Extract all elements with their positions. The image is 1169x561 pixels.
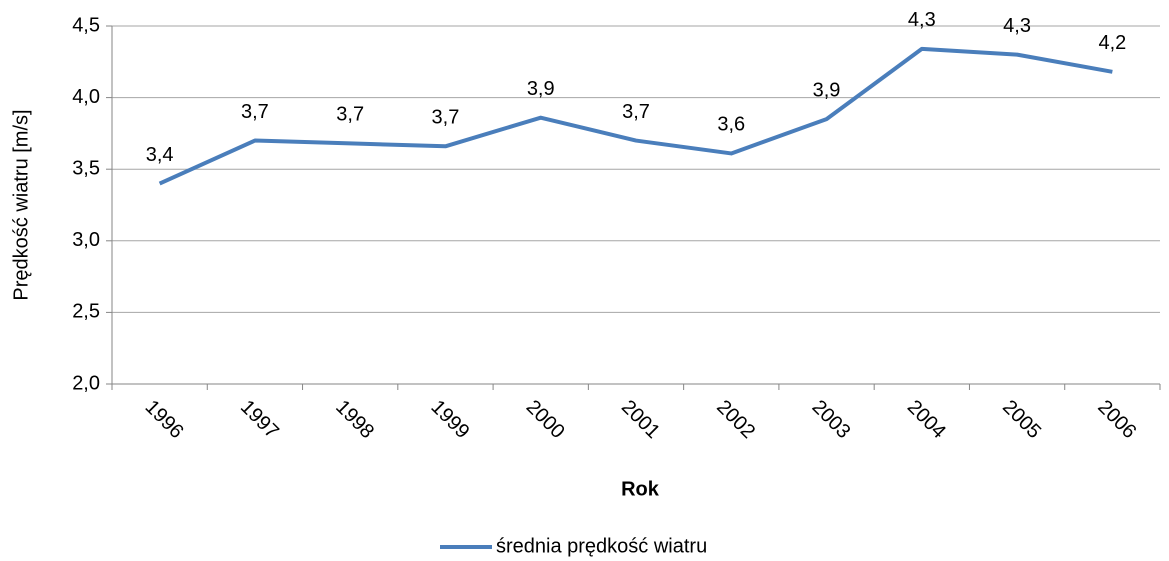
x-tick-label: 1998	[331, 396, 378, 443]
data-label: 3,9	[813, 79, 841, 101]
y-tick-label: 2,5	[72, 301, 100, 323]
y-tick-label: 3,5	[72, 157, 100, 179]
x-tick-label: 2006	[1093, 396, 1140, 443]
y-tick-label: 3,0	[72, 229, 100, 251]
x-tick-label: 2000	[522, 396, 569, 443]
x-tick-label: 2003	[808, 396, 855, 443]
x-tick-label: 2002	[712, 396, 759, 443]
data-label: 3,6	[717, 114, 745, 136]
data-label: 4,3	[1003, 15, 1031, 37]
data-label: 3,7	[622, 101, 650, 123]
data-label: 3,7	[241, 101, 269, 123]
data-label: 4,3	[908, 9, 936, 31]
x-tick-label: 1999	[426, 396, 473, 443]
y-axis-title: Prędkość wiatru [m/s]	[10, 109, 32, 300]
legend-label: średnia prędkość wiatru	[496, 535, 707, 557]
data-label: 3,7	[336, 104, 364, 126]
data-label: 3,7	[432, 107, 460, 129]
x-tick-label: 2005	[998, 396, 1045, 443]
data-line	[158, 46, 1113, 186]
data-label: 4,2	[1098, 32, 1126, 54]
x-tick-label: 1996	[141, 396, 188, 443]
x-tick-label: 2004	[903, 396, 950, 443]
y-tick-label: 2,0	[72, 372, 100, 394]
x-tick-label: 2001	[617, 396, 664, 443]
x-tick-label: 1997	[236, 396, 283, 443]
y-tick-label: 4,5	[72, 14, 100, 36]
data-label: 3,9	[527, 78, 555, 100]
y-tick-label: 4,0	[72, 86, 100, 108]
data-label: 3,4	[146, 144, 174, 166]
x-axis-title: Rok	[621, 478, 660, 500]
